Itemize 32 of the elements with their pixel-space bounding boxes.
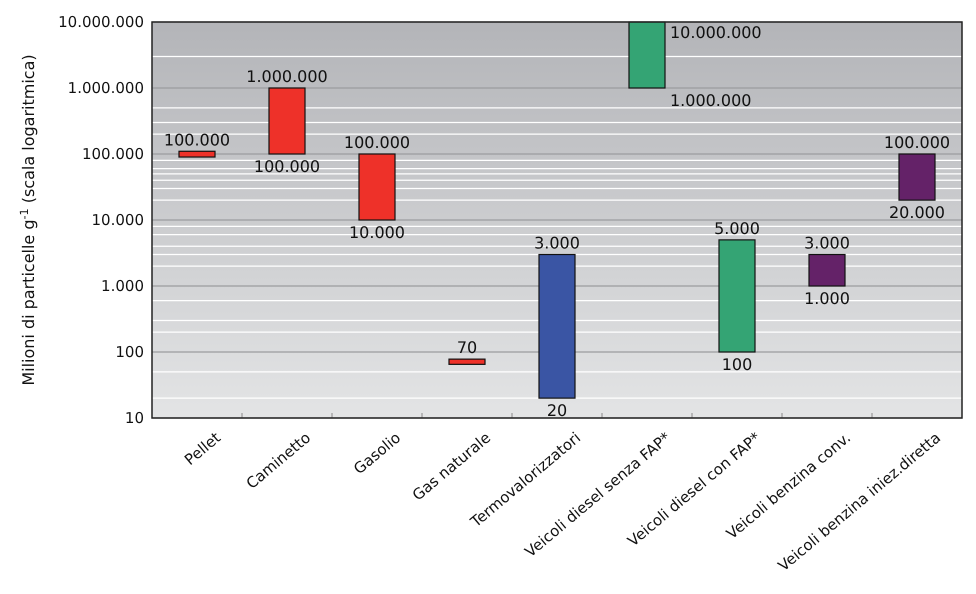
annotation: 100.000 [164,130,230,150]
bar [358,153,396,221]
y-tick-label: 1.000.000 [68,78,144,97]
annotation: 100.000 [884,133,950,152]
annotation: 3.000 [804,234,850,253]
annotation: 5.000 [714,218,760,238]
annotation: 10.000 [349,223,405,242]
bar [178,150,216,158]
annotation: 100 [722,355,752,374]
bar [268,87,306,155]
y-tick-label: 10 [124,408,144,427]
annotation: 20.000 [889,203,945,222]
y-tick-label: 10.000.000 [58,12,144,31]
annotation: 20 [546,401,568,420]
bar [538,254,576,399]
annotation: 1.000.000 [246,67,328,86]
y-tick-label: 100 [115,342,144,361]
y-tick-label: 10.000 [92,210,144,229]
bar [898,153,936,201]
annotation: 1.000.000 [670,91,752,110]
bar [808,254,846,287]
y-tick-label: 100.000 [82,144,144,163]
annotation: 10.000.000 [670,23,762,42]
y-tick-label: 1.000 [101,276,144,295]
annotation: 1.000 [804,289,850,308]
annotation: 100.000 [254,157,320,176]
annotation: 3.000 [534,234,580,253]
annotation: 70 [456,338,478,358]
bar [718,239,756,353]
annotation: 100.000 [344,133,410,152]
bar [628,21,666,89]
bar [448,358,486,365]
